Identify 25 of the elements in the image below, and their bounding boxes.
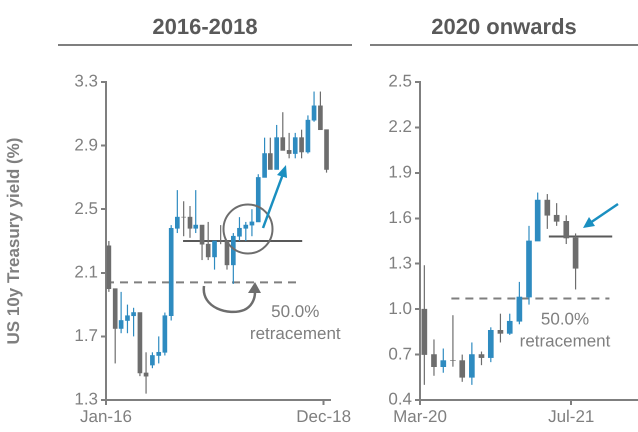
y-tick-label: 1.6 bbox=[388, 208, 412, 227]
x-tick-label: Jan-16 bbox=[80, 406, 132, 426]
y-tick-label: 2.5 bbox=[388, 72, 412, 91]
y-tick-label: 0.4 bbox=[388, 390, 412, 409]
y-tick-label: 1.0 bbox=[388, 298, 412, 318]
y-tick-label: 2.1 bbox=[74, 262, 98, 282]
chart-title: 2016-2018 bbox=[58, 10, 352, 46]
y-tick-label: 3.3 bbox=[74, 72, 98, 91]
y-axis-title: US 10y Treasury yield (%) bbox=[4, 138, 23, 344]
y-tick-label: 1.7 bbox=[74, 326, 98, 346]
x-tick-label: Dec-18 bbox=[296, 406, 352, 426]
annotation: 50.0% retracement bbox=[250, 302, 341, 344]
x-tick-label: Jul-21 bbox=[548, 406, 594, 426]
y-tick-label: 2.5 bbox=[74, 198, 98, 218]
x-tick-label: Mar-20 bbox=[393, 406, 447, 426]
candlestick bbox=[431, 338, 437, 376]
annotation: 50.0% retracement bbox=[520, 310, 611, 351]
y-tick-label: 1.3 bbox=[74, 390, 98, 409]
y-tick-label: 1.3 bbox=[388, 253, 412, 272]
candlestick bbox=[478, 350, 484, 366]
y-tick-label: 1.9 bbox=[388, 162, 412, 182]
y-tick-label: 2.2 bbox=[388, 117, 412, 136]
chart-title: 2020 onwards bbox=[370, 10, 638, 46]
y-tick-label: 2.9 bbox=[74, 135, 98, 154]
y-tick-label: 0.7 bbox=[388, 344, 412, 364]
